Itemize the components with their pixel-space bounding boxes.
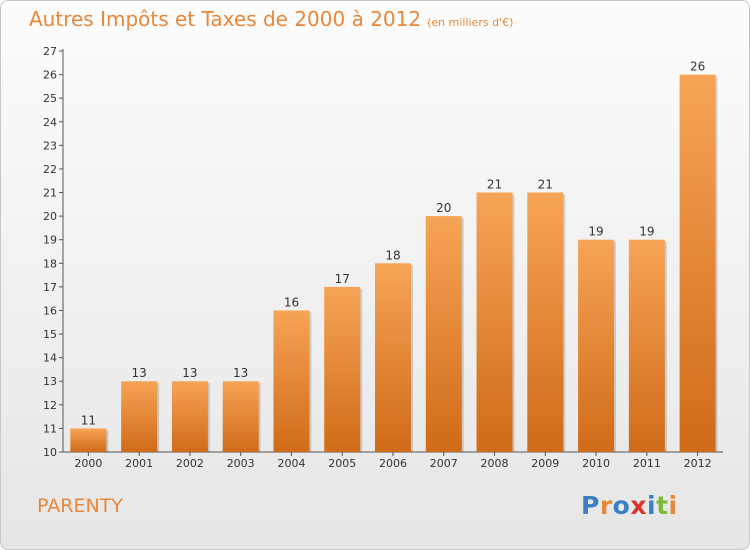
bar — [273, 310, 310, 452]
logo-letter: o — [612, 491, 631, 520]
x-tick-label: 2001 — [125, 457, 153, 470]
bar — [171, 381, 208, 452]
data-label: 13 — [132, 366, 147, 380]
y-tick-label: 12 — [43, 399, 57, 412]
y-tick-label: 23 — [43, 139, 57, 152]
logo-letter: t — [656, 491, 669, 520]
y-tick-label: 16 — [43, 304, 57, 317]
bar — [628, 239, 665, 452]
y-tick-label: 11 — [43, 422, 57, 435]
data-label: 26 — [690, 60, 705, 74]
bar — [425, 216, 462, 452]
y-tick-label: 27 — [43, 45, 57, 58]
logo-letter: x — [630, 491, 647, 520]
y-tick-label: 10 — [43, 446, 57, 459]
y-tick-label: 19 — [43, 234, 57, 247]
data-label: 19 — [639, 225, 654, 239]
y-tick-label: 14 — [43, 352, 57, 365]
y-tick-label: 13 — [43, 375, 57, 388]
bars: 11 13 13 13 16 17 18 20 21 21 19 19 26 — [70, 60, 718, 453]
bar — [324, 286, 361, 452]
x-tick-label: 2012 — [684, 457, 712, 470]
bar — [578, 239, 615, 452]
x-tick-label: 2007 — [430, 457, 458, 470]
data-label: 21 — [487, 178, 502, 192]
y-tick-label: 22 — [43, 163, 57, 176]
axes: 10 11 12 13 14 15 16 17 18 19 20 21 22 23 24 25 26 27 2000… — [43, 45, 723, 470]
y-tick-label: 21 — [43, 187, 57, 200]
y-tick-label: 24 — [43, 116, 57, 129]
y-tick-label: 20 — [43, 210, 57, 223]
x-tick-label: 2003 — [227, 457, 255, 470]
data-label: 20 — [436, 201, 451, 215]
y-tick-label: 26 — [43, 69, 57, 82]
x-tick-label: 2004 — [277, 457, 305, 470]
x-tick-label: 2008 — [481, 457, 509, 470]
y-tick-label: 15 — [43, 328, 57, 341]
bar — [222, 381, 259, 452]
y-tick-label: 25 — [43, 92, 57, 105]
bar — [476, 192, 513, 452]
title-unit: (en milliers d'€) — [427, 16, 514, 29]
bar — [121, 381, 158, 452]
x-tick-label: 2006 — [379, 457, 407, 470]
data-label: 21 — [538, 178, 553, 192]
logo-letter: r — [599, 491, 613, 520]
x-tick-label: 2002 — [176, 457, 204, 470]
chart-title: Autres Impôts et Taxes de 2000 à 2012 (en… — [29, 7, 513, 31]
data-label: 19 — [588, 225, 603, 239]
data-label: 13 — [182, 366, 197, 380]
bar — [375, 263, 411, 452]
commune-name: PARENTY — [37, 495, 123, 517]
data-label: 16 — [284, 295, 299, 309]
bar — [679, 74, 716, 453]
data-label: 11 — [81, 413, 96, 427]
x-tick-label: 2005 — [328, 457, 356, 470]
logo-letter: i — [647, 491, 657, 520]
proxiti-logo: Proxiti — [581, 491, 678, 520]
bar — [527, 192, 564, 452]
bar — [70, 428, 107, 452]
data-label: 13 — [233, 366, 248, 380]
y-tick-label: 17 — [43, 281, 57, 294]
logo-letter: P — [581, 491, 600, 520]
x-tick-label: 2009 — [531, 457, 559, 470]
y-tick-label: 18 — [43, 257, 57, 270]
x-tick-label: 2010 — [582, 457, 610, 470]
x-tick-label: 2000 — [74, 457, 102, 470]
title-text: Autres Impôts et Taxes de 2000 à 2012 — [29, 7, 422, 31]
data-label: 18 — [385, 248, 400, 262]
logo-letter: i — [668, 491, 678, 520]
x-tick-label: 2011 — [633, 457, 661, 470]
data-label: 17 — [335, 272, 350, 286]
